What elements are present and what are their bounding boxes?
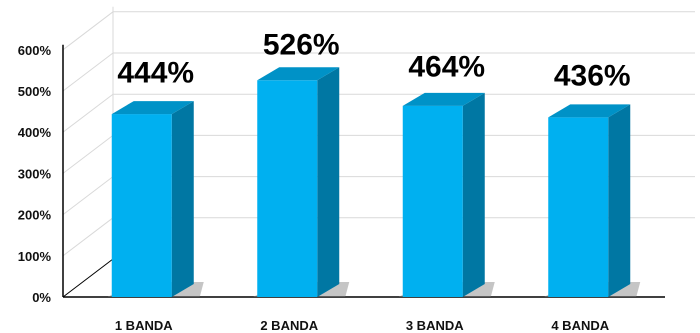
x-tick-label: 3 BANDA bbox=[406, 318, 464, 333]
bar bbox=[402, 105, 463, 297]
y-tick-label: 600% bbox=[18, 43, 52, 58]
y-tick-labels: 0% 100% 200% 300% 400% 500% 600% bbox=[18, 43, 52, 305]
bars bbox=[107, 67, 641, 298]
bar-side bbox=[462, 92, 485, 297]
bar bbox=[548, 117, 609, 297]
grid-line bbox=[62, 11, 695, 51]
bar-top bbox=[402, 92, 485, 106]
y-tick-label: 400% bbox=[18, 125, 52, 140]
x-tick-label: 4 BANDA bbox=[551, 318, 609, 333]
bar-side bbox=[171, 101, 194, 298]
x-tick-label: 1 BANDA bbox=[115, 318, 173, 333]
x-tick-label: 2 BANDA bbox=[260, 318, 318, 333]
y-tick-label: 100% bbox=[18, 249, 52, 264]
data-label: 526% bbox=[263, 28, 340, 61]
bar-top bbox=[257, 67, 340, 81]
bar-top bbox=[111, 101, 194, 115]
floor-edge bbox=[62, 258, 114, 298]
bar bbox=[111, 114, 172, 298]
bar-top bbox=[548, 104, 631, 118]
y-tick-label: 500% bbox=[18, 84, 52, 99]
data-label: 444% bbox=[117, 57, 194, 90]
y-tick-label: 300% bbox=[18, 166, 52, 181]
data-label: 436% bbox=[554, 59, 631, 92]
category-labels: 1 BANDA 2 BANDA 3 BANDA 4 BANDA bbox=[115, 318, 610, 333]
data-label: 464% bbox=[408, 50, 485, 83]
y-tick-label: 200% bbox=[18, 208, 52, 223]
bar bbox=[257, 80, 318, 298]
bar-side bbox=[317, 67, 340, 298]
bar-side bbox=[608, 104, 631, 297]
y-tick-label: 0% bbox=[32, 290, 51, 305]
data-labels: 444% 526% 464% 436% bbox=[117, 28, 630, 92]
